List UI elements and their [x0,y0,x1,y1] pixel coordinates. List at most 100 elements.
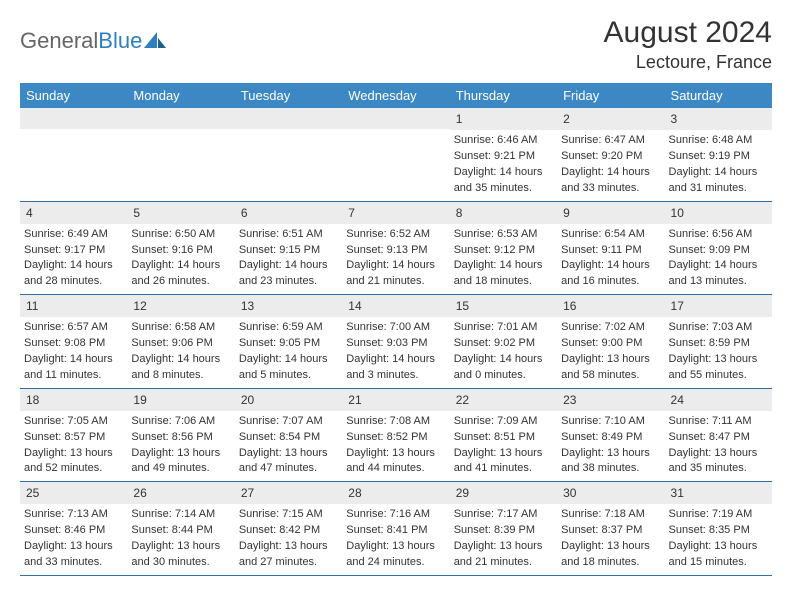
day-info-line: and 35 minutes. [669,461,768,476]
day-info-line: and 13 minutes. [669,274,768,289]
day-number: 29 [450,482,557,504]
day-info-line: Sunset: 8:47 PM [669,430,768,445]
month-title: August 2024 [604,16,772,50]
location: Lectoure, France [604,52,772,73]
title-block: August 2024 Lectoure, France [604,16,772,73]
day-info-line: Daylight: 14 hours [131,352,230,367]
day-cell [342,108,449,201]
day-info-line: Sunrise: 7:18 AM [561,507,660,522]
day-info-line: Sunset: 9:19 PM [669,149,768,164]
day-number: 30 [557,482,664,504]
day-info-line: and 41 minutes. [454,461,553,476]
day-info-line: Sunrise: 6:54 AM [561,227,660,242]
day-number: 26 [127,482,234,504]
day-info-line: Sunrise: 7:03 AM [669,320,768,335]
day-number: 19 [127,389,234,411]
day-info-line: Daylight: 13 hours [561,539,660,554]
day-info-line: and 44 minutes. [346,461,445,476]
weekday-header: Tuesday [235,83,342,108]
day-info-line: Sunrise: 6:48 AM [669,133,768,148]
day-info-line: and 38 minutes. [561,461,660,476]
day-info-line: and 0 minutes. [454,368,553,383]
day-info-line: Daylight: 13 hours [346,446,445,461]
day-info-line: and 3 minutes. [346,368,445,383]
day-info-line: Sunset: 9:21 PM [454,149,553,164]
day-info-line: Sunrise: 6:46 AM [454,133,553,148]
day-info-line: and 30 minutes. [131,555,230,570]
day-info-line: Sunset: 9:03 PM [346,336,445,351]
day-cell [20,108,127,201]
day-number: 3 [665,108,772,130]
day-info-line: and 47 minutes. [239,461,338,476]
day-number-empty [342,108,449,129]
day-number: 13 [235,295,342,317]
day-cell: 21Sunrise: 7:08 AMSunset: 8:52 PMDayligh… [342,389,449,482]
day-number: 8 [450,202,557,224]
day-info-line: Daylight: 14 hours [239,352,338,367]
day-info-line: and 28 minutes. [24,274,123,289]
day-info-line: Daylight: 14 hours [561,165,660,180]
day-info-line: Daylight: 13 hours [561,352,660,367]
weekday-header: Monday [127,83,234,108]
day-info-line: Sunrise: 7:06 AM [131,414,230,429]
day-cell: 2Sunrise: 6:47 AMSunset: 9:20 PMDaylight… [557,108,664,201]
day-cell: 20Sunrise: 7:07 AMSunset: 8:54 PMDayligh… [235,389,342,482]
day-info-line: Sunrise: 6:53 AM [454,227,553,242]
day-cell: 26Sunrise: 7:14 AMSunset: 8:44 PMDayligh… [127,482,234,575]
day-info-line: and 18 minutes. [561,555,660,570]
day-info-line: Sunrise: 6:58 AM [131,320,230,335]
day-info-line: Daylight: 13 hours [561,446,660,461]
week-row: 11Sunrise: 6:57 AMSunset: 9:08 PMDayligh… [20,295,772,389]
day-info-line: and 15 minutes. [669,555,768,570]
day-number-empty [127,108,234,129]
day-number: 18 [20,389,127,411]
day-info-line: Sunrise: 7:14 AM [131,507,230,522]
day-info-line: Sunset: 9:02 PM [454,336,553,351]
day-info-line: Sunset: 9:05 PM [239,336,338,351]
week-row: 18Sunrise: 7:05 AMSunset: 8:57 PMDayligh… [20,389,772,483]
day-info-line: and 5 minutes. [239,368,338,383]
day-cell: 30Sunrise: 7:18 AMSunset: 8:37 PMDayligh… [557,482,664,575]
day-info-line: and 8 minutes. [131,368,230,383]
day-number: 23 [557,389,664,411]
day-info-line: Sunset: 9:16 PM [131,243,230,258]
day-cell: 13Sunrise: 6:59 AMSunset: 9:05 PMDayligh… [235,295,342,388]
day-info-line: Daylight: 13 hours [454,446,553,461]
weeks-container: 1 Sunrise: 6:46 AMSunset: 9:21 PM Daylight… [20,108,772,576]
day-info-line: Sunset: 9:09 PM [669,243,768,258]
day-info-line: and 49 minutes. [131,461,230,476]
day-info-line: Sunset: 8:57 PM [24,430,123,445]
day-cell: 3Sunrise: 6:48 AMSunset: 9:19 PMDaylight… [665,108,772,201]
day-cell: 1Sunrise: 6:46 AMSunset: 9:21 PMDaylight… [450,108,557,201]
day-cell: 11Sunrise: 6:57 AMSunset: 9:08 PMDayligh… [20,295,127,388]
day-info-line: Sunset: 9:06 PM [131,336,230,351]
day-info-line: Daylight: 13 hours [239,539,338,554]
header: GeneralBlue August 2024 Lectoure, France [20,10,772,77]
day-info-line: Sunset: 9:20 PM [561,149,660,164]
day-info-line: Sunset: 9:13 PM [346,243,445,258]
day-info-line: Sunrise: 7:00 AM [346,320,445,335]
brand-part1: General [20,28,98,54]
weekday-header: Thursday [450,83,557,108]
day-info-line: and 18 minutes. [454,274,553,289]
day-cell [127,108,234,201]
day-cell: 22Sunrise: 7:09 AMSunset: 8:51 PMDayligh… [450,389,557,482]
day-info-line: Daylight: 14 hours [24,352,123,367]
day-number: 1 [450,108,557,130]
day-cell: 15Sunrise: 7:01 AMSunset: 9:02 PMDayligh… [450,295,557,388]
day-info-line: Daylight: 14 hours [131,258,230,273]
day-info-line: Sunset: 9:00 PM [561,336,660,351]
day-info-line: Sunrise: 6:50 AM [131,227,230,242]
day-info-line: Sunset: 8:56 PM [131,430,230,445]
day-info-line: Sunset: 8:49 PM [561,430,660,445]
day-number: 6 [235,202,342,224]
day-info-line: Sunrise: 7:11 AM [669,414,768,429]
day-info-line: Sunset: 8:54 PM [239,430,338,445]
day-info-line: Sunrise: 7:10 AM [561,414,660,429]
day-cell: 4Sunrise: 6:49 AMSunset: 9:17 PMDaylight… [20,202,127,295]
day-number: 15 [450,295,557,317]
day-info-line: Sunrise: 6:49 AM [24,227,123,242]
day-info-line: Daylight: 13 hours [131,539,230,554]
day-cell: 28Sunrise: 7:16 AMSunset: 8:41 PMDayligh… [342,482,449,575]
day-cell: 16Sunrise: 7:02 AMSunset: 9:00 PMDayligh… [557,295,664,388]
